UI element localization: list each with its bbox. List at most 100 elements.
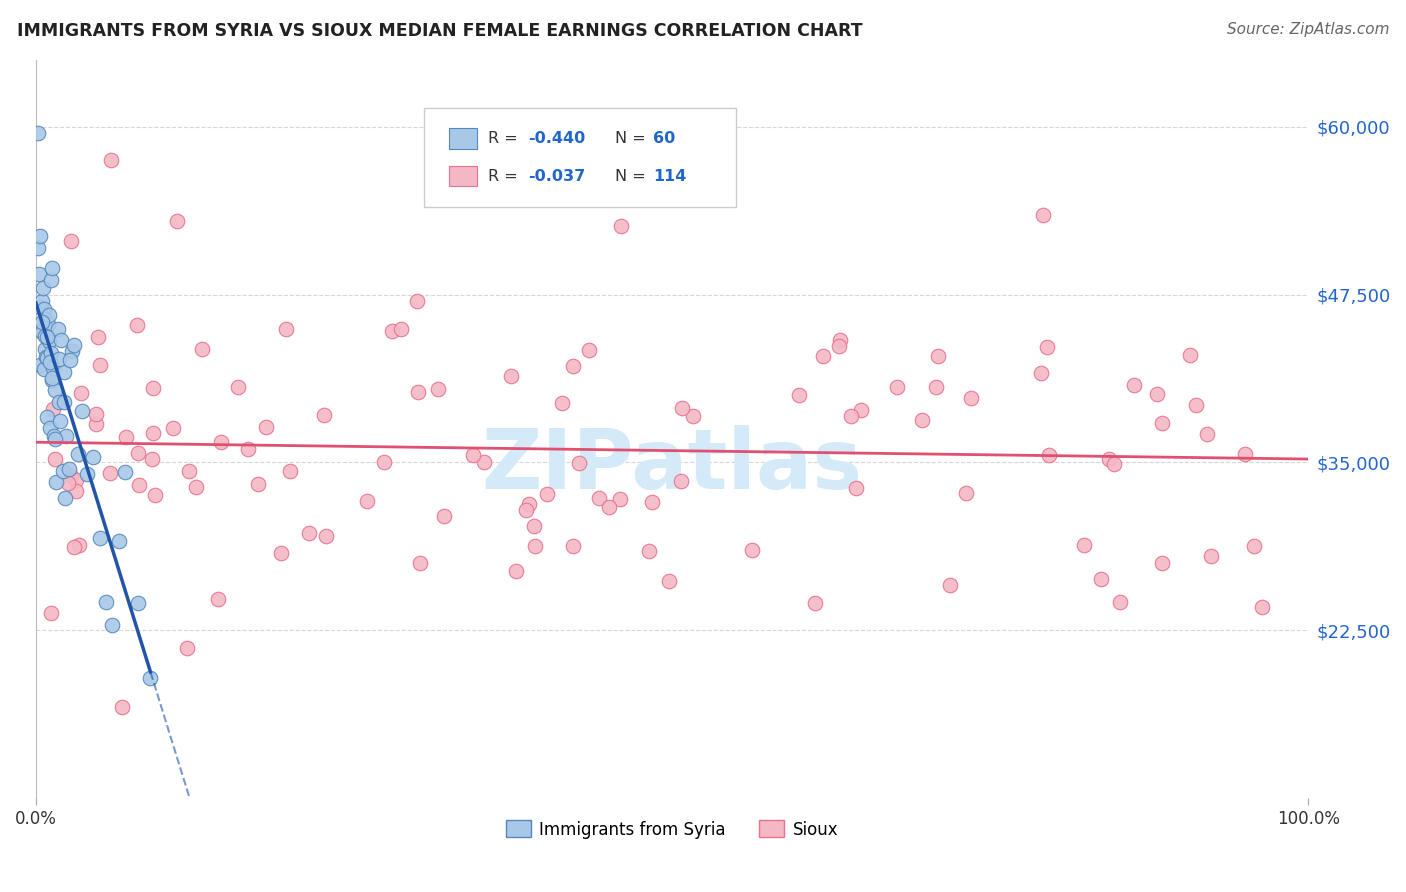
Point [389,322,412,336]
Point [32,361,55,376]
Text: -0.037: -0.037 [529,169,586,184]
Text: 60: 60 [654,131,675,146]
Point [52,365,75,379]
Point [463,449,485,463]
Point [1073,538,1095,552]
Point [38,334,60,349]
Point [127,596,149,610]
Point [568,457,591,471]
Point [246,476,269,491]
Point [1243,539,1265,553]
Point [139,671,162,685]
Point [641,495,664,509]
Point [141,452,163,467]
Point [176,641,198,656]
Point [53,491,76,506]
Point [1035,340,1057,354]
Point [177,464,200,478]
Point [523,518,546,533]
Point [166,213,188,227]
Point [274,322,297,336]
Point [44,432,66,446]
Point [84,417,107,432]
Point [356,493,378,508]
Point [433,509,456,524]
Point [58,462,80,476]
Point [28,300,51,314]
Point [406,385,429,400]
Point [226,380,249,394]
Point [315,529,337,543]
Point [312,409,335,423]
Point [38,308,60,322]
FancyBboxPatch shape [450,128,478,149]
Point [37,329,59,343]
Point [562,359,585,373]
Point [517,497,540,511]
Point [939,577,962,591]
Point [381,324,404,338]
Point [254,420,277,434]
FancyBboxPatch shape [450,166,478,186]
Point [94,595,117,609]
Text: 114: 114 [654,169,686,184]
Point [60,234,83,248]
Point [839,409,862,424]
Point [406,294,429,309]
Point [162,421,184,435]
Point [1178,348,1201,362]
Point [741,543,763,558]
Point [682,409,704,423]
Point [127,446,149,460]
Point [42,401,65,416]
Point [42,360,65,375]
Point [1098,452,1121,467]
Point [1146,386,1168,401]
Point [828,339,851,353]
Point [45,475,67,490]
Point [31,315,53,329]
Point [67,538,90,552]
Point [270,546,292,560]
Point [1090,572,1112,586]
Point [955,486,977,500]
Point [41,261,63,276]
Point [63,540,86,554]
Text: Source: ZipAtlas.com: Source: ZipAtlas.com [1226,22,1389,37]
Point [63,337,86,351]
Point [46,322,69,336]
Point [505,565,527,579]
Point [1234,447,1257,461]
Point [31,325,53,339]
Point [60,344,83,359]
Point [142,381,165,395]
Point [115,430,138,444]
Point [55,429,77,443]
Point [191,343,214,357]
Point [76,467,98,481]
Point [128,477,150,491]
Point [886,380,908,394]
Point [37,409,59,424]
Point [39,421,62,435]
Point [501,369,523,384]
Point [31,294,53,309]
Point [52,395,75,409]
Point [127,318,149,333]
Point [32,301,55,316]
Point [598,500,620,515]
Point [207,592,229,607]
Point [35,350,58,364]
Point [65,474,87,488]
Point [927,349,949,363]
Point [1150,556,1173,570]
Point [60,469,83,483]
Point [588,491,610,505]
Point [100,153,122,168]
Point [70,403,93,417]
Point [845,481,868,495]
Text: R =: R = [488,131,523,146]
Point [610,219,633,234]
Point [56,476,79,491]
Point [48,395,70,409]
